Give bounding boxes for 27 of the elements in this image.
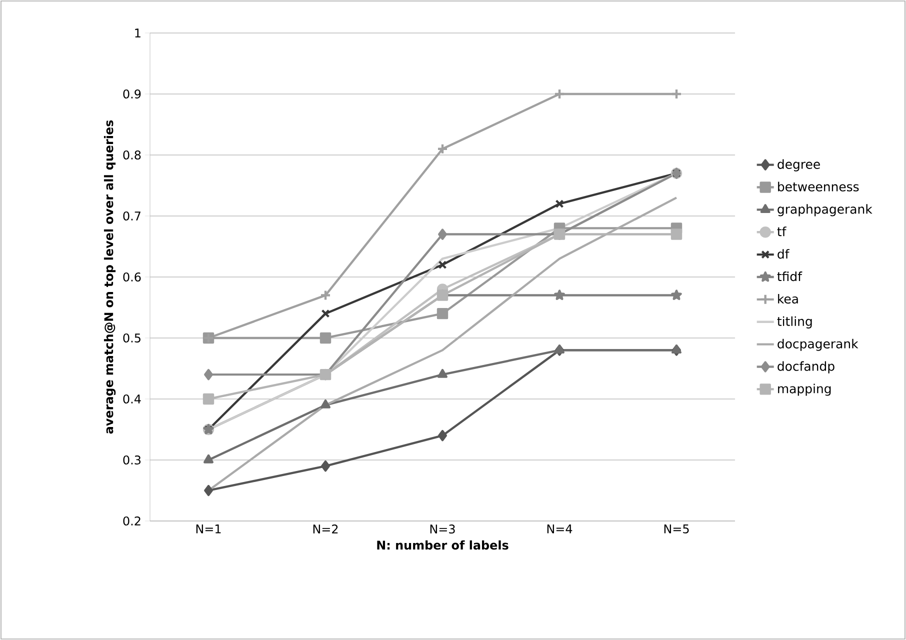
x-tick-label: N=2	[313, 524, 338, 534]
y-tick-label: 0.7	[123, 211, 140, 221]
legend-label: df	[778, 249, 790, 259]
y-tick-label: 0.9	[123, 89, 141, 99]
legend-label: docpagerank	[778, 338, 858, 351]
y-tick-label: 0.8	[123, 150, 141, 160]
x-axis-title: N: number of labels	[377, 540, 508, 550]
legend-label: tf	[777, 226, 786, 236]
y-axis-title: average match@N on top level over all queries	[104, 120, 116, 434]
x-tick-label: N=3	[430, 524, 455, 534]
y-tick-label: 0.5	[123, 333, 140, 343]
x-tick-label: N=5	[664, 524, 689, 534]
legend-label: degree	[778, 159, 820, 172]
y-tick-label: 0.6	[123, 272, 141, 282]
legend-label: docfandp	[778, 361, 834, 374]
y-tick-label: 0.3	[123, 455, 141, 465]
y-tick-label: 0.4	[123, 394, 141, 404]
y-tick-label: 0.2	[123, 516, 140, 526]
legend-label: mapping	[778, 384, 831, 396]
legend-label: graphpagerank	[778, 204, 872, 216]
legend-label: tfidf	[777, 272, 802, 282]
y-tick-label: 1	[135, 28, 140, 38]
legend-label: titling	[777, 316, 812, 328]
x-tick-label: N=1	[196, 524, 221, 534]
legend-label: betweenness	[778, 182, 859, 192]
x-tick-label: N=4	[547, 524, 572, 534]
legend-label: kea	[778, 294, 798, 304]
